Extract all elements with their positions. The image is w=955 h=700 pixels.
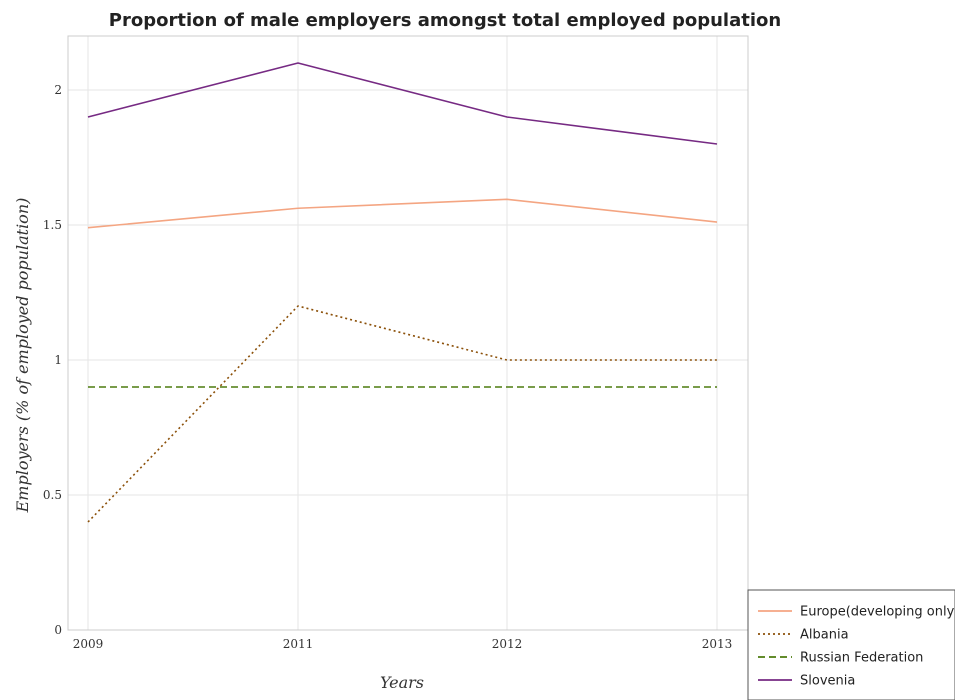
y-axis-label: Employers (% of employed population) — [13, 198, 32, 514]
legend-label: Russian Federation — [800, 651, 923, 666]
series-lines — [87, 62, 718, 523]
x-axis-label: Years — [380, 673, 424, 692]
legend-label: Europe(developing only) — [800, 605, 955, 620]
x-tick-label: 2009 — [73, 637, 104, 651]
tick-labels: 0 0.5 1 1.5 2 2009 2011 2012 2013 — [43, 83, 732, 651]
legend-box — [747, 589, 955, 700]
y-tick-label: 1 — [54, 353, 62, 367]
chart-title: Proportion of male employers amongst tot… — [109, 10, 781, 31]
x-tick-label: 2013 — [702, 637, 733, 651]
series-line — [87, 198, 718, 229]
legend-label: Slovenia — [800, 674, 855, 689]
grid — [68, 36, 748, 631]
y-tick-label: 0.5 — [43, 488, 62, 502]
legend-label: Albania — [800, 628, 849, 643]
series-line — [87, 62, 718, 145]
y-tick-label: 0 — [54, 623, 62, 637]
x-tick-label: 2012 — [492, 637, 523, 651]
x-tick-label: 2011 — [283, 637, 314, 651]
plot-frame — [67, 35, 749, 631]
y-tick-label: 2 — [54, 83, 62, 97]
legend: Europe(developing only) Albania Russian Fe… — [747, 589, 955, 700]
axes — [67, 35, 749, 631]
y-tick-label: 1.5 — [43, 218, 62, 232]
series-line — [87, 305, 717, 523]
